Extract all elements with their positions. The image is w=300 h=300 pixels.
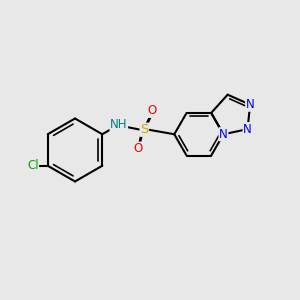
- Text: N: N: [246, 98, 254, 111]
- Text: NH: NH: [110, 118, 128, 131]
- Text: O: O: [147, 104, 156, 117]
- Text: N: N: [219, 128, 228, 141]
- Text: N: N: [243, 123, 252, 136]
- Text: Cl: Cl: [27, 159, 38, 172]
- Text: S: S: [140, 123, 148, 136]
- Text: O: O: [134, 142, 143, 155]
